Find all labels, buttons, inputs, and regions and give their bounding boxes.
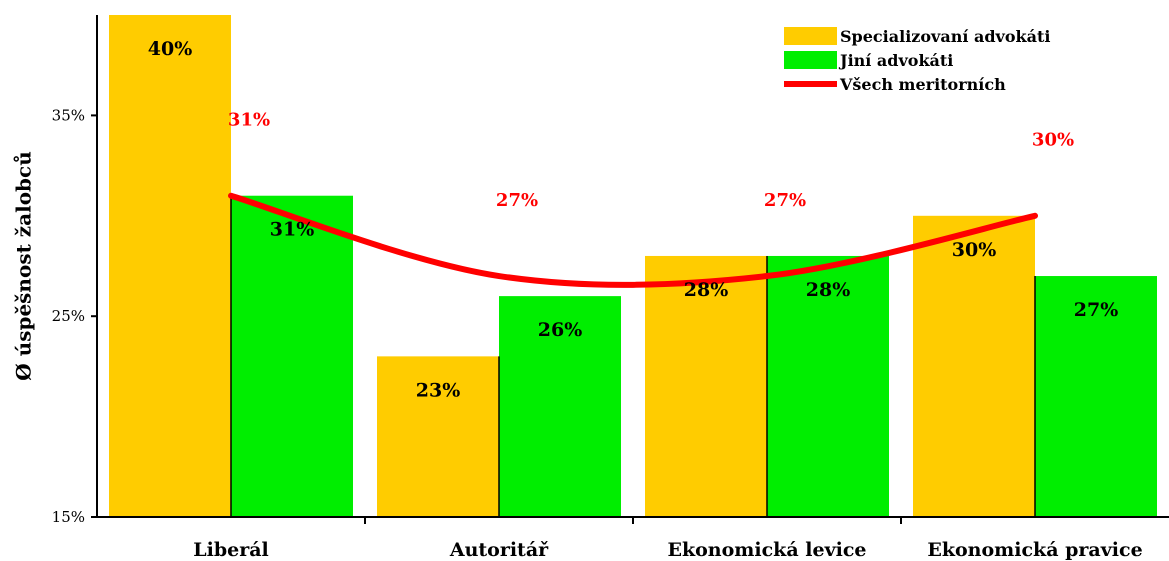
bar-other-0 [231,195,353,517]
bar-label-other-2: 28% [806,279,851,301]
line-label-1: 27% [496,190,538,211]
y-tick-label-2: 35% [52,106,85,124]
bar-label-specialized-0: 40% [148,38,193,60]
category-label-3: Ekonomická pravice [927,539,1142,561]
legend: Specializovaní advokáti Jiní advokáti Všec… [784,27,1050,94]
bar-label-other-1: 26% [538,319,583,341]
line-label-0: 31% [228,109,270,130]
category-label-0: Liberál [193,539,269,561]
y-axis-label: Ø úspěšnost žalobců [12,151,36,380]
legend-swatch-1 [784,51,837,69]
bar-specialized-3 [913,215,1035,518]
legend-label-2: Všech meritorních [839,75,1006,94]
bar-label-other-0: 31% [270,219,315,241]
bar-other-1 [499,296,621,517]
bar-specialized-1 [377,356,499,517]
line-all-meritorious [228,192,1038,288]
y-tick-label-0: 15% [52,508,85,526]
line-label-2: 27% [764,190,806,211]
bar-other-2 [767,255,889,517]
y-tick-label-1: 25% [52,307,85,325]
category-label-1: Autoritář [449,539,549,561]
legend-swatch-0 [784,27,837,45]
bar-label-other-3: 27% [1074,299,1119,321]
legend-label-0: Specializovaní advokáti [840,27,1050,46]
bar-specialized-0 [109,15,231,517]
legend-label-1: Jiní advokáti [838,51,953,70]
bar-label-specialized-3: 30% [952,239,997,261]
line-label-3: 30% [1032,130,1074,151]
category-label-2: Ekonomická levice [667,539,866,561]
bar-other-3 [1035,276,1157,517]
bar-specialized-2 [645,255,767,517]
bar-label-specialized-1: 23% [416,379,461,401]
bar-label-specialized-2: 28% [684,279,729,301]
